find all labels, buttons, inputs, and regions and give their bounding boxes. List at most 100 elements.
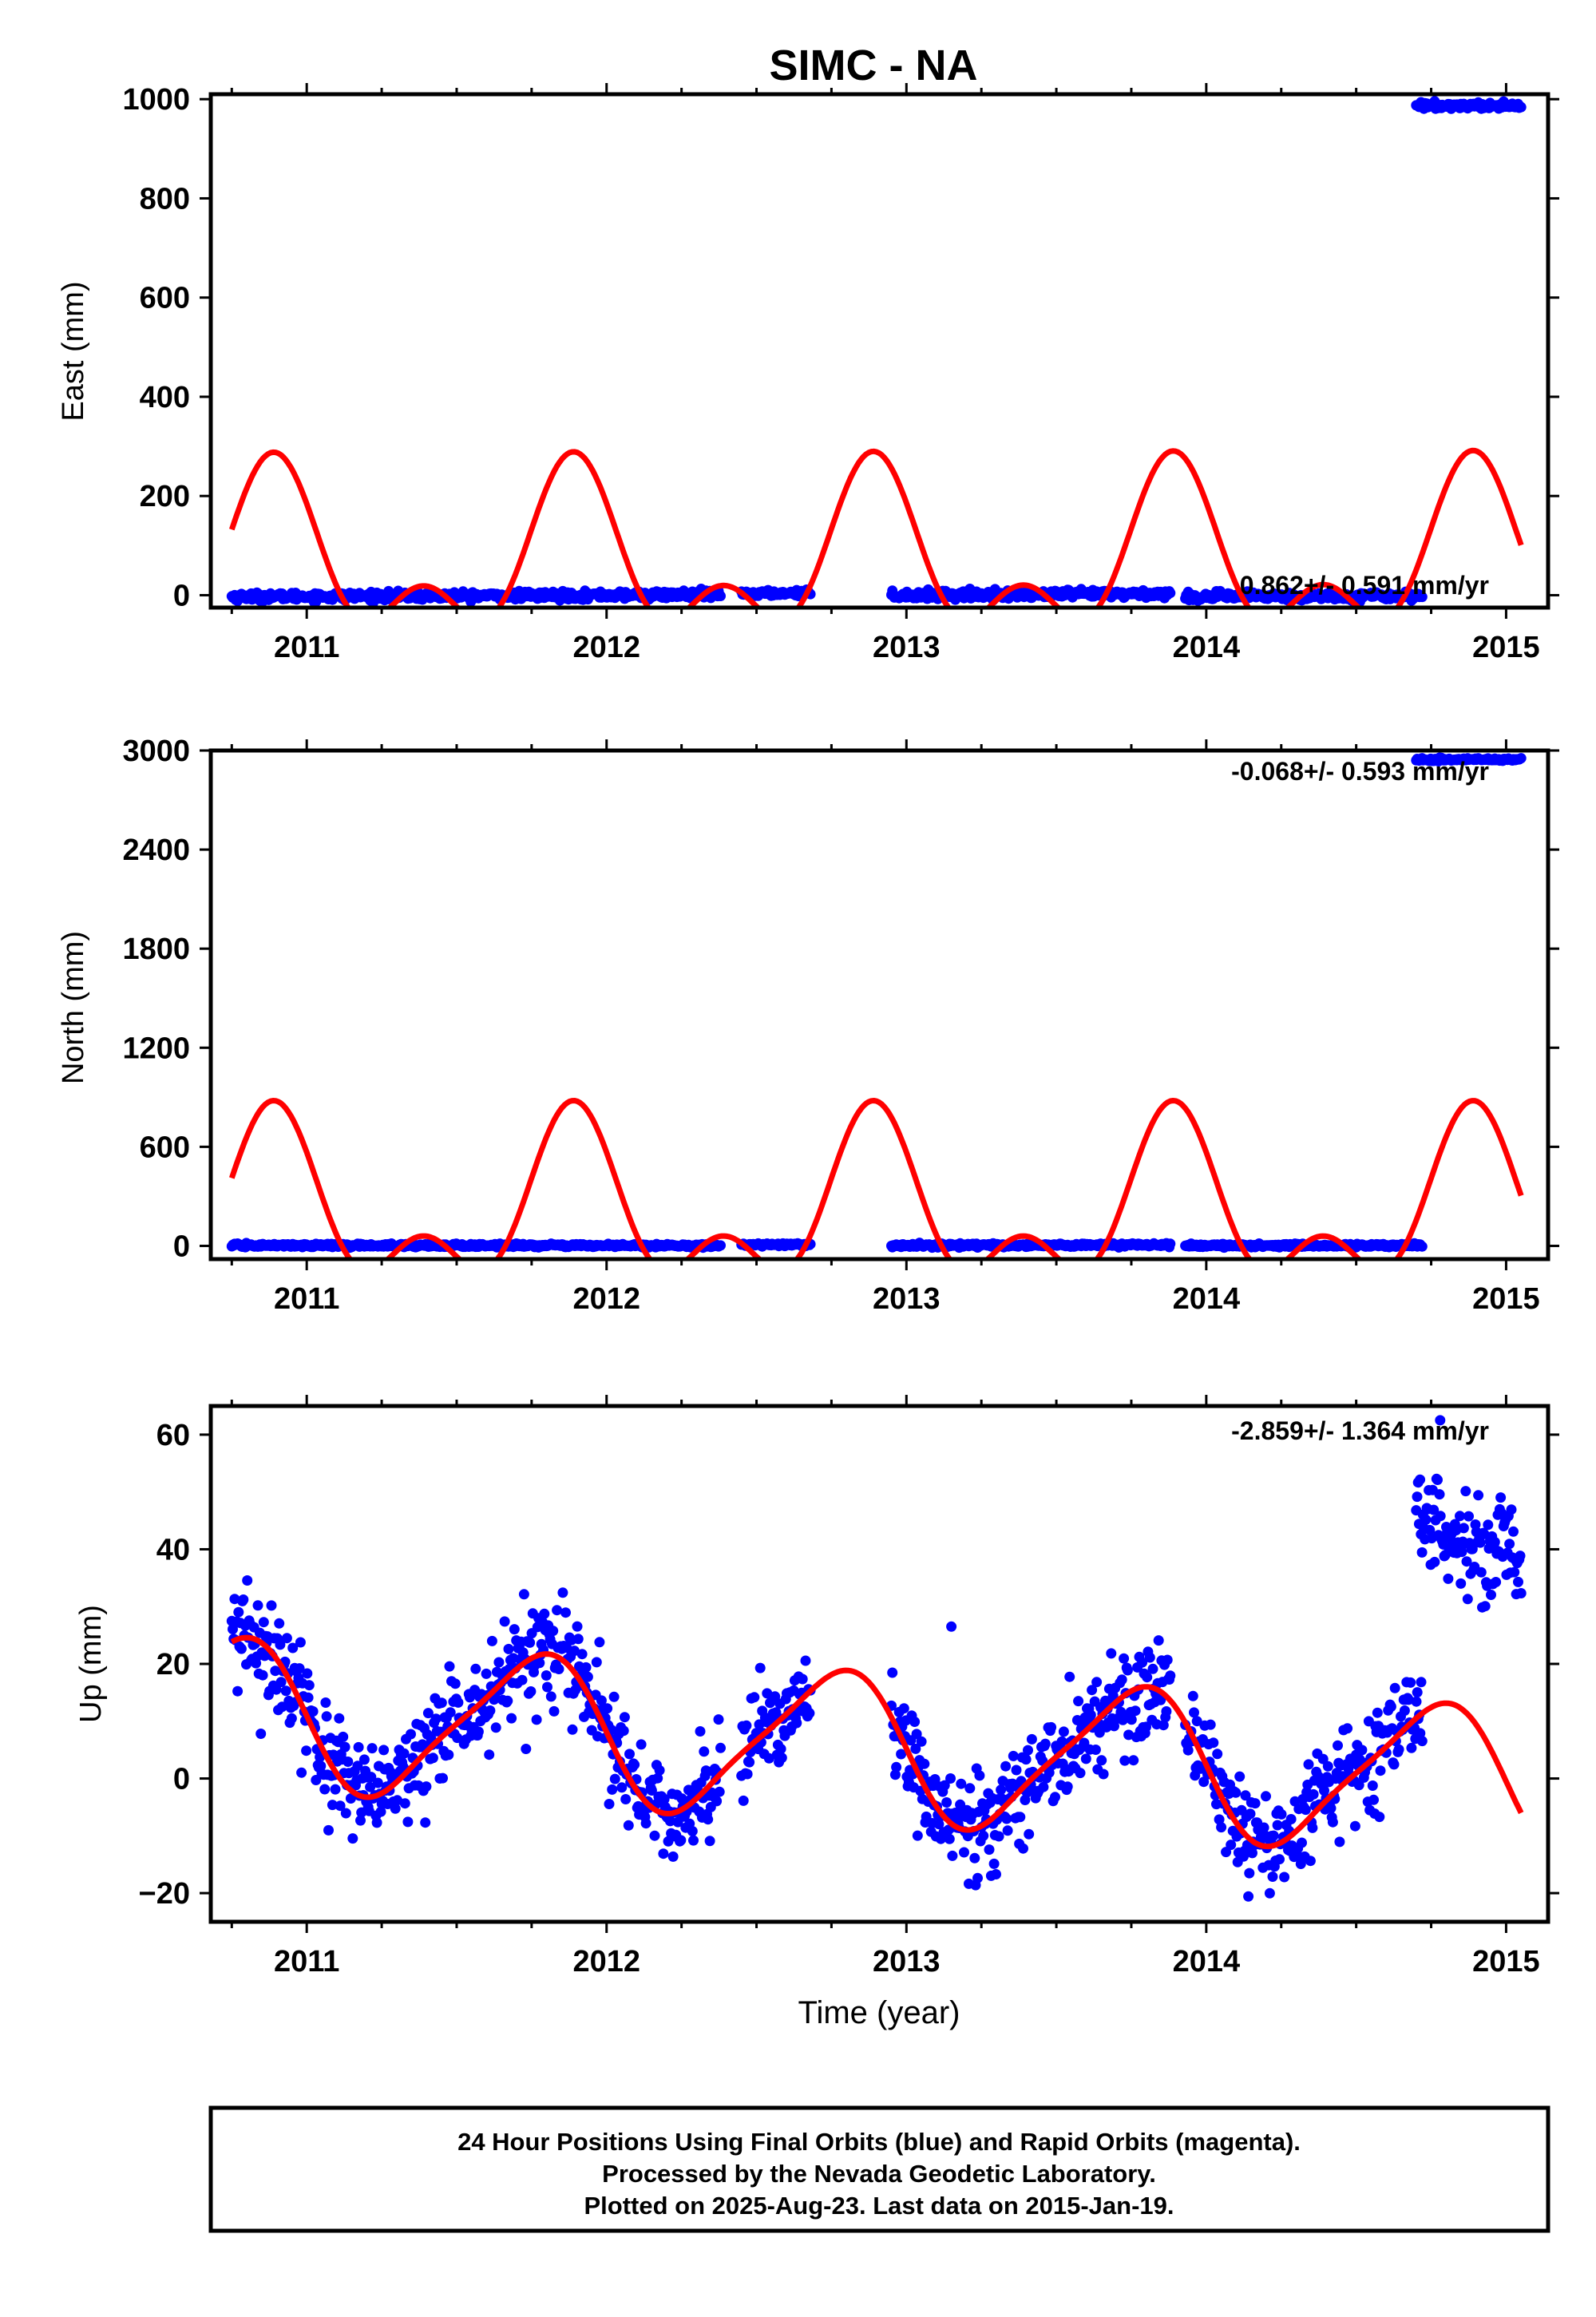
up-data-point <box>619 1712 630 1723</box>
up-data-point <box>372 1777 383 1788</box>
up-data-point <box>1509 1566 1520 1578</box>
up-data-point <box>1305 1856 1316 1867</box>
up-data-point <box>1187 1690 1198 1701</box>
up-data-point <box>742 1768 753 1780</box>
up-data-point <box>352 1761 363 1772</box>
east-y-tick-label: 800 <box>140 182 190 216</box>
up-data-point <box>675 1835 687 1846</box>
up-data-point <box>1515 1551 1526 1562</box>
up-data-point <box>688 1835 699 1846</box>
up-data-point <box>1491 1577 1502 1587</box>
up-data-point <box>531 1714 542 1725</box>
north-x-tick-label: 2014 <box>1173 1282 1241 1316</box>
up-data-point <box>1141 1721 1151 1733</box>
up-data-point <box>800 1655 811 1666</box>
east-x-tick-label: 2014 <box>1173 631 1241 664</box>
up-data-point <box>1333 1740 1343 1751</box>
up-data-point <box>301 1745 312 1757</box>
up-data-point <box>398 1748 410 1759</box>
up-data-point <box>270 1665 281 1677</box>
east-fit-curve <box>228 447 1524 608</box>
up-data-point <box>898 1703 909 1714</box>
up-data-point <box>296 1767 307 1778</box>
up-data-point <box>659 1793 670 1804</box>
up-y-tick-label: 20 <box>156 1648 190 1681</box>
up-data-point <box>1322 1761 1333 1772</box>
up-data-point <box>506 1713 517 1724</box>
up-data-point <box>1130 1705 1141 1717</box>
up-data-point <box>1473 1490 1484 1501</box>
up-data-point <box>258 1617 269 1628</box>
up-data-point <box>347 1833 358 1844</box>
up-data-point <box>929 1774 941 1784</box>
up-data-point <box>1024 1828 1035 1840</box>
up-data-point <box>1475 1566 1487 1578</box>
up-data-point <box>1085 1709 1096 1721</box>
up-data-point <box>1008 1750 1019 1761</box>
up-data-point <box>486 1635 497 1646</box>
up-data-point <box>548 1626 559 1637</box>
up-data-point <box>302 1668 313 1679</box>
up-data-point <box>1300 1804 1311 1816</box>
up-data-point <box>525 1637 536 1648</box>
up-data-point <box>1486 1590 1496 1600</box>
north-data-point <box>1515 753 1527 764</box>
east-data-point <box>1165 588 1176 599</box>
up-data-point <box>1515 1588 1527 1598</box>
up-data-point <box>1432 1475 1443 1485</box>
up-data-point <box>1249 1798 1261 1809</box>
up-data-point <box>964 1783 976 1794</box>
up-data-point <box>365 1781 376 1792</box>
up-data-point <box>1230 1787 1242 1798</box>
up-data-point <box>1091 1677 1103 1688</box>
up-data-point <box>770 1707 782 1718</box>
up-data-point <box>1190 1770 1201 1781</box>
up-data-point <box>236 1643 247 1654</box>
up-data-point <box>1279 1871 1290 1883</box>
up-data-point <box>343 1757 354 1767</box>
up-data-point <box>887 1667 898 1678</box>
up-data-point <box>518 1589 529 1600</box>
north-x-tick-label: 2012 <box>572 1282 640 1316</box>
up-data-point <box>1495 1492 1507 1503</box>
up-data-point <box>567 1724 578 1735</box>
up-data-point <box>335 1800 346 1812</box>
up-data-point <box>366 1743 378 1754</box>
up-data-point <box>1056 1736 1067 1747</box>
up-panel: 2011 2012 2013 2014 2015 −20 0 20 40 60 Up (mm) -… <box>74 1395 1559 2030</box>
up-data-point <box>576 1649 588 1660</box>
north-y-tick-label: 1800 <box>122 933 190 966</box>
up-data-point <box>1367 1780 1378 1791</box>
up-data-point <box>715 1742 726 1753</box>
up-data-point <box>502 1695 513 1706</box>
up-data-point <box>658 1848 669 1860</box>
up-data-point <box>1018 1843 1028 1854</box>
up-data-point <box>371 1817 382 1828</box>
footer-frame <box>208 2105 1550 2233</box>
up-data-point <box>1137 1657 1148 1668</box>
up-data-point <box>1212 1749 1223 1760</box>
up-data-point <box>1411 1696 1422 1707</box>
up-data-point <box>1303 1759 1314 1770</box>
up-x-tick-label: 2014 <box>1173 1945 1241 1978</box>
up-data-point <box>941 1797 952 1808</box>
up-data-point <box>338 1731 349 1742</box>
up-data-point <box>1434 1489 1445 1500</box>
up-data-point <box>509 1624 520 1635</box>
up-data-point <box>375 1806 386 1817</box>
up-data-point <box>1158 1720 1169 1731</box>
up-data-point <box>493 1657 505 1668</box>
up-data-point <box>252 1600 263 1611</box>
up-data-point <box>378 1745 390 1756</box>
up-data-point <box>485 1705 496 1716</box>
north-rate-label: -0.068+/- 0.593 mm/yr <box>1231 757 1489 786</box>
up-data-point <box>763 1753 774 1764</box>
up-data-point <box>319 1784 331 1795</box>
up-data-point <box>271 1684 282 1695</box>
up-data-point <box>699 1746 710 1757</box>
up-data-point <box>320 1697 331 1708</box>
up-data-point <box>1403 1694 1414 1705</box>
east-y-axis-label: East (mm) <box>57 281 90 421</box>
up-data-point <box>1297 1837 1307 1848</box>
